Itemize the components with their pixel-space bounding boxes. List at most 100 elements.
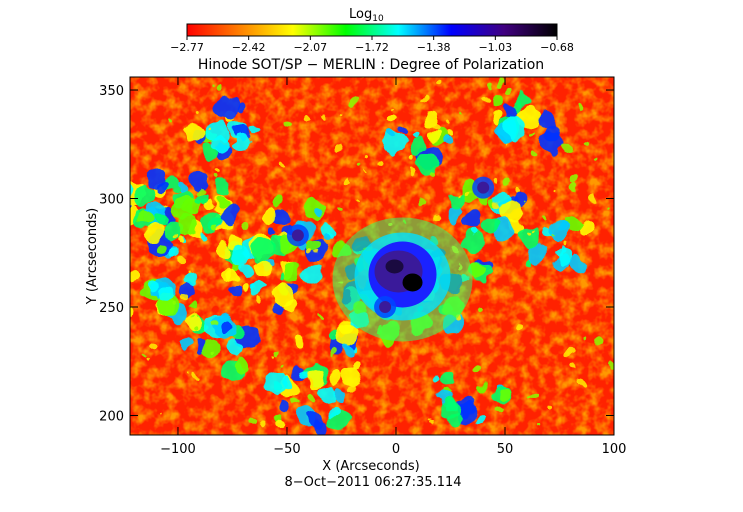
network-patch [536,110,557,131]
network-speck [431,419,435,423]
x-tick-label: 50 [497,442,514,457]
colorbar-ticks: −2.77 −2.42 −2.07 −1.72 −1.38 −1.03 −0.68 [170,36,574,54]
network-speck [540,216,546,222]
network-speck [474,365,482,373]
network-speck [436,79,443,86]
network-speck [214,168,220,174]
network-patch [177,182,186,191]
network-patch [454,396,476,418]
network-speck [497,78,505,86]
sunspot-umbra-core [402,273,423,292]
network-patch [175,214,196,236]
network-patch [503,102,519,118]
network-speck [486,82,493,89]
network-patch [578,219,596,237]
network-patch [269,227,279,236]
x-tick-label: 100 [602,442,627,457]
network-patch [312,417,330,435]
network-patch [229,286,241,299]
network-patch [241,284,250,293]
network-speck [194,315,198,319]
network-speck [361,77,369,81]
network-speck [280,364,284,367]
colorbar-tick-label: −1.38 [417,41,451,54]
x-tick-label: −100 [160,442,196,457]
pore [379,300,392,313]
network-patch [176,235,184,244]
network-speck [193,374,201,381]
network-speck [147,341,156,349]
network-speck [375,159,384,167]
network-patch [252,239,275,262]
y-tick-label: 250 [99,301,124,316]
network-patch [260,207,279,225]
network-patch [314,206,323,216]
y-axis: 200 250 300 350 [99,84,614,424]
network-patch [564,214,581,232]
network-speck [497,406,503,412]
network-patch [130,308,134,318]
network-patch [504,115,528,140]
network-speck [258,295,264,301]
network-speck [356,163,361,169]
y-tick-label: 300 [99,193,124,208]
pore [291,229,304,242]
colorbar-label-subscript: 10 [372,14,384,24]
network-speck [595,158,598,162]
network-patch [144,224,163,243]
network-patch [446,128,454,135]
network-speck [156,414,160,417]
network-speck [214,224,220,230]
network-speck [212,348,216,353]
network-speck [317,314,322,318]
colorbar-tick-label: −1.72 [355,41,389,54]
network-patch [220,320,234,333]
colorbar-tick-label: −2.77 [170,41,204,54]
y-tick-label: 200 [99,409,124,424]
network-patch [517,92,531,106]
network-speck [481,95,489,103]
network-patch [399,125,408,134]
map-features [286,176,495,342]
network-speck [172,301,177,306]
network-speck [349,99,356,106]
network-speck [585,336,590,341]
network-patch [443,135,454,146]
network-speck [278,161,285,169]
network-patch [328,407,339,418]
network-patch [548,220,568,241]
network-speck [553,191,557,195]
network-speck [344,178,351,185]
plot-area [130,77,614,435]
network-patch [412,131,419,138]
network-speck [390,107,393,110]
network-patch [429,131,440,141]
network-speck [431,123,440,131]
network-speck [514,187,521,194]
network-speck [525,203,529,206]
network-patch [517,226,539,248]
network-patch [352,360,363,371]
network-patch [272,196,284,208]
network-patch [462,229,486,253]
network-speck [505,142,508,145]
network-speck [608,364,614,371]
network-speck [505,87,512,94]
network-patch [387,129,395,138]
network-speck [216,84,225,93]
network-patch [545,128,559,142]
network-patch [482,216,498,233]
network-speck [528,391,536,398]
network-patch [200,232,207,239]
network-patch [239,263,253,276]
network-patch [184,121,207,145]
network-speck [563,239,570,246]
network-patch [432,374,440,383]
network-speck [334,142,343,151]
network-patch [321,234,329,242]
network-speck [214,176,219,181]
network-patch [449,193,465,209]
x-axis-label: X (Arcseconds) [322,459,419,474]
network-speck [190,316,193,319]
network-speck [433,422,437,426]
